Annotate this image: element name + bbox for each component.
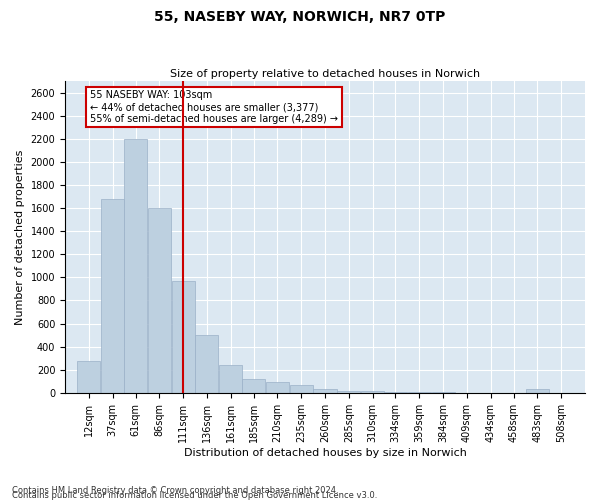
Bar <box>266 382 289 393</box>
Bar <box>384 392 407 393</box>
Bar <box>337 391 361 393</box>
Bar <box>77 361 100 393</box>
Bar <box>124 139 147 393</box>
Bar <box>526 390 549 393</box>
Text: 55 NASEBY WAY: 103sqm
← 44% of detached houses are smaller (3,377)
55% of semi-d: 55 NASEBY WAY: 103sqm ← 44% of detached … <box>90 90 338 124</box>
Bar <box>101 199 124 393</box>
Bar <box>361 392 384 393</box>
Bar <box>408 392 431 393</box>
Text: 55, NASEBY WAY, NORWICH, NR7 0TP: 55, NASEBY WAY, NORWICH, NR7 0TP <box>154 10 446 24</box>
X-axis label: Distribution of detached houses by size in Norwich: Distribution of detached houses by size … <box>184 448 466 458</box>
Title: Size of property relative to detached houses in Norwich: Size of property relative to detached ho… <box>170 69 480 79</box>
Bar <box>242 379 265 393</box>
Bar <box>219 364 242 393</box>
Y-axis label: Number of detached properties: Number of detached properties <box>15 150 25 324</box>
Bar <box>172 281 194 393</box>
Bar <box>313 389 337 393</box>
Bar <box>196 335 218 393</box>
Text: Contains HM Land Registry data © Crown copyright and database right 2024.: Contains HM Land Registry data © Crown c… <box>12 486 338 495</box>
Bar <box>148 208 171 393</box>
Text: Contains public sector information licensed under the Open Government Licence v3: Contains public sector information licen… <box>12 491 377 500</box>
Bar <box>290 384 313 393</box>
